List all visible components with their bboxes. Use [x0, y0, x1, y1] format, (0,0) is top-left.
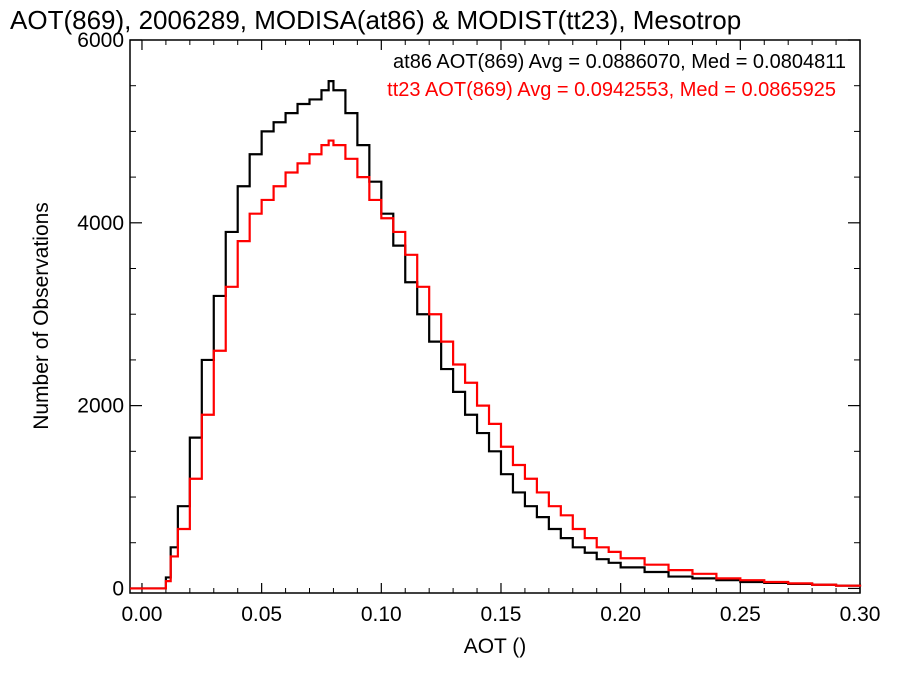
series-line-tt23: [130, 139, 862, 590]
series-layer: [130, 80, 862, 590]
x-tick-label: 0.00: [122, 603, 163, 626]
y-tick-label: 2000: [77, 395, 124, 418]
x-axis-label: AOT (): [464, 635, 527, 658]
y-axis-label: Number of Observations: [30, 202, 53, 430]
y-axis-ticks: 0 2000 4000 6000: [77, 29, 860, 600]
y-tick-label: 6000: [77, 29, 124, 52]
x-tick-label: 0.25: [720, 603, 761, 626]
x-tick-label: 0.20: [600, 603, 641, 626]
y-tick-label: 0: [112, 577, 124, 600]
x-tick-label: 0.10: [361, 603, 402, 626]
y-tick-label: 4000: [77, 212, 124, 235]
chart-title: AOT(869), 2006289, MODISA(at86) & MODIST…: [10, 5, 741, 35]
x-tick-label: 0.15: [481, 603, 522, 626]
x-tick-label: 0.30: [840, 603, 881, 626]
x-axis-ticks: 0.00 0.05 0.10 0.15 0.20 0.25 0.30: [122, 40, 881, 626]
x-tick-label: 0.05: [241, 603, 282, 626]
legend-entry-at86: at86 AOT(869) Avg = 0.0886070, Med = 0.0…: [393, 51, 846, 73]
series-line-at86: [130, 80, 862, 590]
legend-entry-tt23: tt23 AOT(869) Avg = 0.0942553, Med = 0.0…: [387, 79, 836, 101]
plot-frame: [129, 39, 861, 594]
